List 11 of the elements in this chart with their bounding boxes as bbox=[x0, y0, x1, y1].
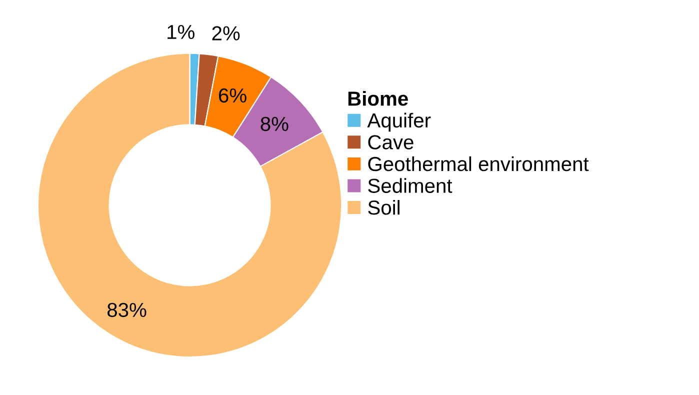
legend-label: Cave bbox=[368, 135, 414, 150]
legend-label: Sediment bbox=[368, 178, 452, 193]
data-label: 6% bbox=[219, 88, 246, 103]
data-label: 1% bbox=[168, 24, 194, 40]
data-label: 8% bbox=[260, 116, 288, 132]
legend-label: Soil bbox=[368, 200, 400, 215]
data-label: 2% bbox=[212, 26, 240, 40]
data-label: 83% bbox=[108, 302, 146, 318]
legend-title: Biome bbox=[348, 91, 408, 106]
legend-label: Aquifer bbox=[367, 112, 431, 132]
legend-label: Geothermal environment bbox=[368, 156, 589, 172]
